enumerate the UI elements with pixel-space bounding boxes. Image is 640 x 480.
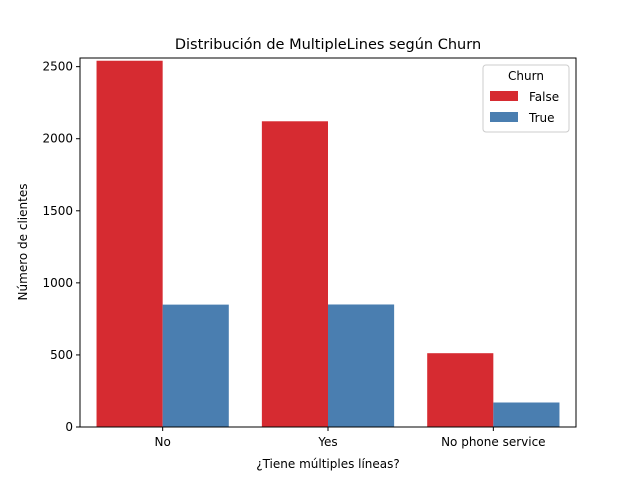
bar-true-0	[162, 304, 229, 427]
y-axis: 0 500 1000 1500 2000 2500	[42, 60, 80, 434]
x-tick-label: Yes	[317, 435, 337, 449]
plot-frame	[79, 57, 577, 428]
y-tick-label: 0	[65, 420, 73, 434]
legend-label-false: False	[529, 90, 559, 104]
legend-swatch-true	[490, 112, 518, 122]
y-tick-label: 500	[50, 348, 73, 362]
bar-false-2	[427, 353, 494, 427]
y-tick-label: 2500	[42, 60, 73, 74]
legend: Churn False True	[482, 64, 570, 133]
y-tick-label: 1500	[42, 204, 73, 218]
x-tick-label: No phone service	[441, 435, 545, 449]
bars	[96, 60, 560, 427]
legend-title: Churn	[508, 69, 544, 83]
legend-label-true: True	[528, 111, 555, 125]
chart-title: Distribución de MultipleLines según Chur…	[175, 37, 481, 53]
bar-false-1	[261, 121, 328, 427]
x-axis: No Yes No phone service	[155, 427, 546, 449]
y-tick-label: 2000	[42, 132, 73, 146]
x-axis-label: ¿Tiene múltiples líneas?	[256, 457, 400, 471]
bar-true-1	[328, 304, 395, 427]
y-tick-label: 1000	[42, 276, 73, 290]
bar-true-2	[493, 402, 560, 427]
legend-swatch-false	[490, 91, 518, 101]
y-axis-label: Número de clientes	[16, 184, 30, 301]
bar-false-0	[96, 60, 163, 427]
x-tick-label: No	[155, 435, 171, 449]
